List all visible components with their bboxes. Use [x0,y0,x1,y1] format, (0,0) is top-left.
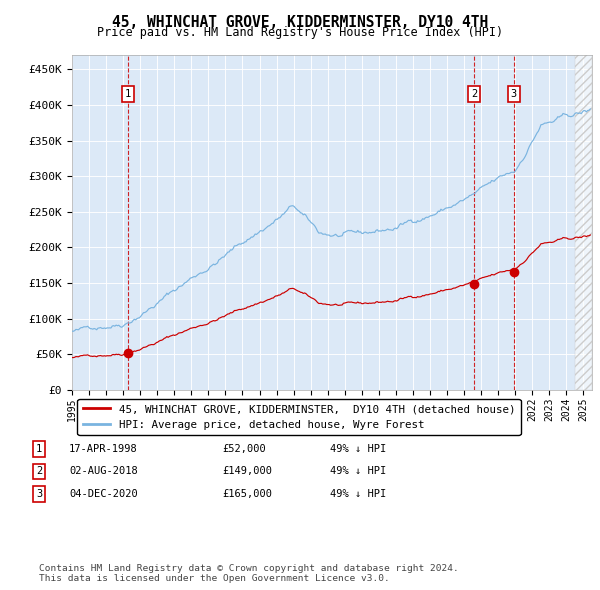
Text: 49% ↓ HPI: 49% ↓ HPI [330,444,386,454]
Text: 3: 3 [36,489,42,499]
Text: Price paid vs. HM Land Registry's House Price Index (HPI): Price paid vs. HM Land Registry's House … [97,26,503,39]
Text: £165,000: £165,000 [222,489,272,499]
Text: £52,000: £52,000 [222,444,266,454]
Text: 17-APR-1998: 17-APR-1998 [69,444,138,454]
Text: 49% ↓ HPI: 49% ↓ HPI [330,467,386,476]
Text: 3: 3 [511,89,517,99]
Text: 1: 1 [36,444,42,454]
Text: 2: 2 [471,89,477,99]
Legend: 45, WHINCHAT GROVE, KIDDERMINSTER,  DY10 4TH (detached house), HPI: Average pric: 45, WHINCHAT GROVE, KIDDERMINSTER, DY10 … [77,399,521,435]
Text: 04-DEC-2020: 04-DEC-2020 [69,489,138,499]
Text: 1: 1 [125,89,131,99]
Text: 2: 2 [36,467,42,476]
Text: 49% ↓ HPI: 49% ↓ HPI [330,489,386,499]
Text: 45, WHINCHAT GROVE, KIDDERMINSTER, DY10 4TH: 45, WHINCHAT GROVE, KIDDERMINSTER, DY10 … [112,15,488,30]
Text: 02-AUG-2018: 02-AUG-2018 [69,467,138,476]
Text: £149,000: £149,000 [222,467,272,476]
Text: Contains HM Land Registry data © Crown copyright and database right 2024.
This d: Contains HM Land Registry data © Crown c… [39,563,459,583]
